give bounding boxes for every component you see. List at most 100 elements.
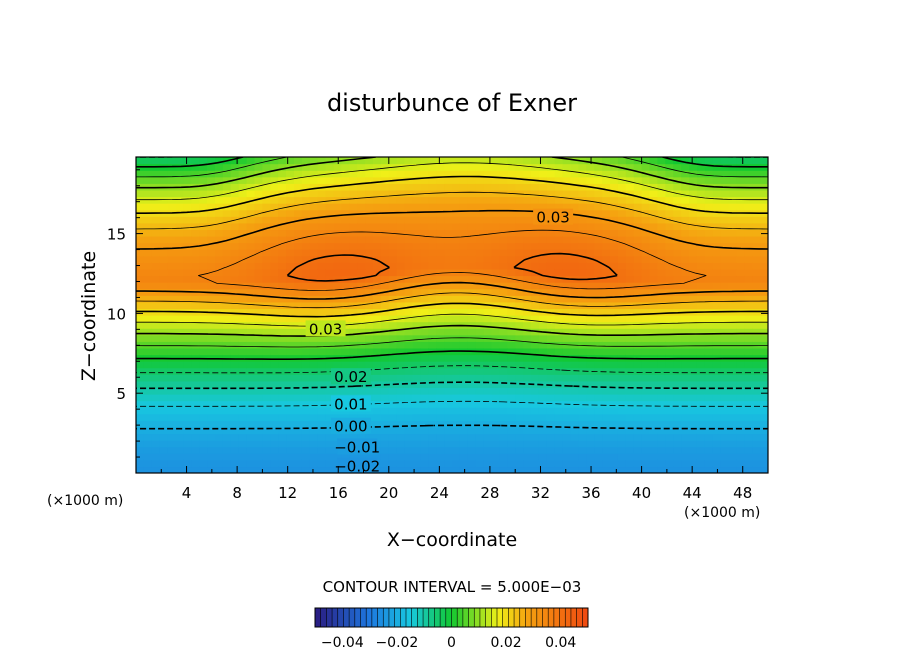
field-cell xyxy=(412,196,421,204)
field-cell xyxy=(349,170,358,178)
field-cell xyxy=(341,288,350,296)
field-cell xyxy=(728,229,737,237)
field-cell xyxy=(388,308,398,316)
field-cell xyxy=(673,466,682,473)
field-cell xyxy=(689,163,698,171)
field-cell xyxy=(317,341,327,349)
field-cell xyxy=(752,466,761,473)
field-cell xyxy=(199,413,208,421)
field-cell xyxy=(657,176,666,184)
field-cell xyxy=(246,262,256,270)
field-cell xyxy=(633,433,643,441)
field-cell xyxy=(325,203,335,211)
field-cell xyxy=(744,446,753,454)
field-cell xyxy=(452,420,461,428)
field-cell xyxy=(515,446,524,454)
field-cell xyxy=(586,315,595,323)
field-cell xyxy=(365,321,374,329)
field-cell xyxy=(357,275,366,283)
field-cell xyxy=(246,426,256,435)
field-cell xyxy=(136,189,145,198)
field-cell xyxy=(325,426,335,435)
contour-line xyxy=(136,162,768,327)
field-cell xyxy=(736,361,745,369)
field-cell xyxy=(554,242,564,250)
field-cell xyxy=(183,170,192,178)
field-cell xyxy=(278,268,287,277)
field-cell xyxy=(159,275,169,283)
field-cell xyxy=(531,407,540,415)
field-cell xyxy=(689,374,698,382)
field-cell xyxy=(436,209,445,217)
field-cell xyxy=(696,157,706,165)
field-cell xyxy=(349,387,358,395)
field-cell xyxy=(483,400,493,408)
field-cell xyxy=(538,433,548,441)
field-cell xyxy=(325,216,335,224)
field-cell xyxy=(309,196,319,204)
field-cell xyxy=(294,229,303,237)
field-cell xyxy=(254,380,263,389)
field-cell xyxy=(349,183,358,191)
field-cell xyxy=(689,433,698,441)
field-cell xyxy=(396,387,406,395)
field-cell xyxy=(483,229,493,237)
field-cell xyxy=(215,420,224,428)
field-cell xyxy=(633,170,643,178)
field-cell xyxy=(523,295,532,303)
field-cell xyxy=(207,301,216,310)
field-cell xyxy=(657,400,666,408)
field-cell xyxy=(578,189,587,198)
field-cell xyxy=(270,347,279,356)
field-cell xyxy=(444,288,453,296)
field-cell xyxy=(254,387,263,395)
field-cell xyxy=(238,315,248,323)
field-cell xyxy=(633,183,643,191)
field-cell xyxy=(444,440,453,448)
field-cell xyxy=(365,354,374,362)
field-cell xyxy=(151,328,161,336)
field-cell xyxy=(696,163,706,171)
field-cell xyxy=(215,157,224,165)
field-cell xyxy=(270,236,279,244)
field-cell xyxy=(681,453,690,461)
field-cell xyxy=(373,282,382,290)
field-cell xyxy=(499,387,508,395)
y-tick-label: 15 xyxy=(107,226,126,244)
field-cell xyxy=(222,176,232,184)
field-cell xyxy=(183,176,192,184)
field-cell xyxy=(704,196,714,204)
field-cell xyxy=(404,262,414,270)
field-cell xyxy=(452,466,461,473)
field-cell xyxy=(649,275,658,283)
field-cell xyxy=(744,157,753,165)
field-cell xyxy=(246,249,256,257)
field-cell xyxy=(625,163,635,171)
field-cell xyxy=(546,196,556,204)
field-cell xyxy=(183,275,192,283)
field-cell xyxy=(507,209,516,217)
field-cell xyxy=(191,341,200,349)
field-cell xyxy=(246,268,256,277)
field-cell xyxy=(673,380,682,389)
field-cell xyxy=(230,242,240,250)
field-cell xyxy=(459,446,469,454)
field-cell xyxy=(207,426,216,435)
field-cell xyxy=(673,183,682,191)
field-cell xyxy=(602,288,611,296)
field-cell xyxy=(167,255,177,263)
field-cell xyxy=(546,446,556,454)
field-cell xyxy=(136,334,145,342)
field-cell xyxy=(444,262,453,270)
field-cell xyxy=(546,354,556,362)
field-cell xyxy=(657,157,666,165)
field-cell xyxy=(428,262,437,270)
field-cell xyxy=(625,374,635,382)
field-cell xyxy=(689,249,698,257)
field-cell xyxy=(412,295,421,303)
field-cell xyxy=(641,380,651,389)
field-cell xyxy=(649,242,658,250)
field-cell xyxy=(404,255,414,263)
field-cell xyxy=(554,189,564,198)
